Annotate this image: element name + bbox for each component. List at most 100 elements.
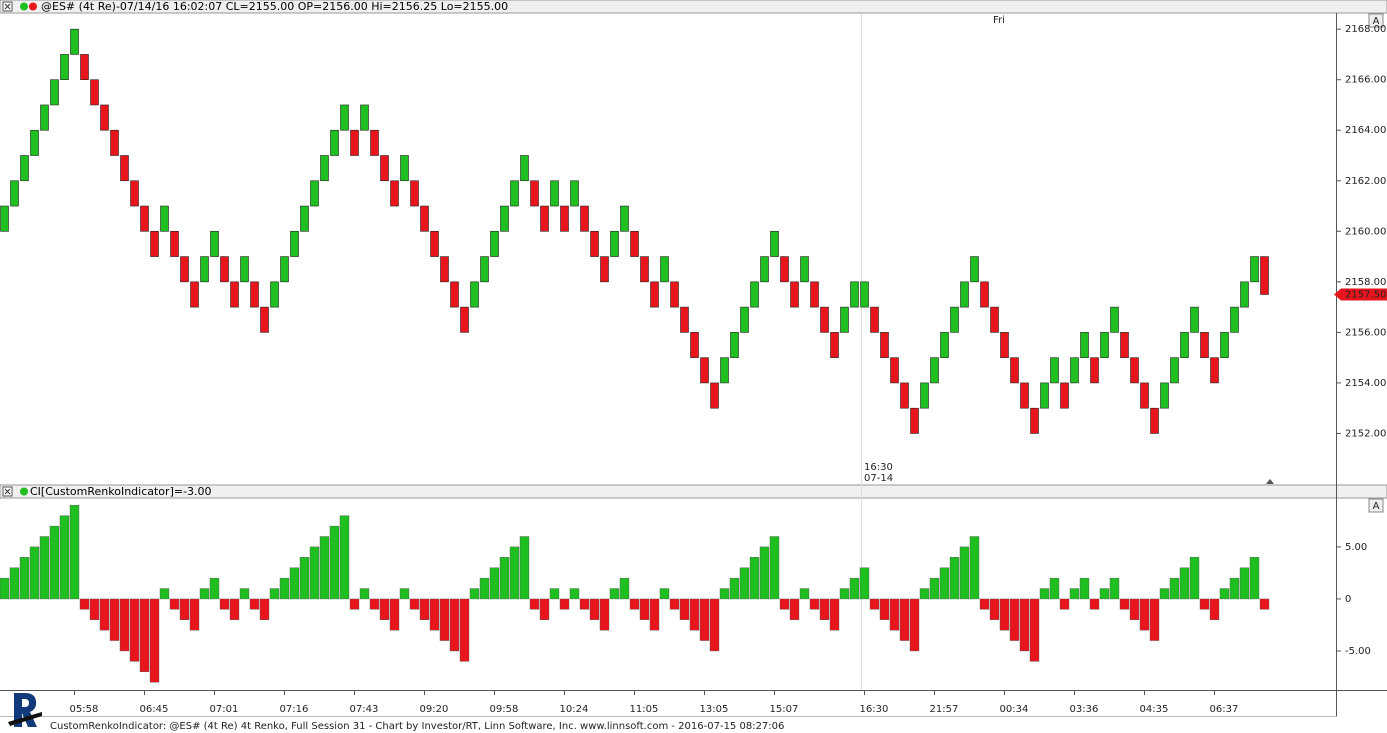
indicator-bar [529,598,540,610]
renko-brick [170,231,179,257]
x-tick-label: 13:05 [700,704,729,715]
indicator-bar [1029,598,1040,662]
logo [8,693,42,727]
renko-brick [750,281,759,308]
indicator-bar [1009,598,1020,641]
renko-brick [1030,407,1039,434]
indicator-bar [449,598,460,652]
renko-brick [90,79,99,106]
indicator-bar [9,567,20,600]
indicator-bar [1119,598,1130,610]
renko-brick [1110,306,1119,333]
y-tick-label: 2166.00 [1345,75,1386,86]
indicator-bar [1049,577,1060,600]
autoscale-button[interactable] [1368,13,1384,28]
indicator-bar [209,577,220,600]
renko-brick [140,205,149,232]
renko-brick [0,205,9,232]
renko-brick [870,306,879,333]
renko-brick [570,180,579,207]
indicator-bar [1079,577,1090,600]
indicator-bar [0,577,10,600]
indicator-bar [619,577,630,600]
renko-brick [930,357,939,384]
indicator-bar [679,598,690,620]
indicator-bar [609,588,620,600]
renko-brick [160,205,169,232]
price-title: @ES# (4t Re)-07/14/16 16:02:07 CL=2155.0… [41,0,508,13]
indicator-bar [189,598,200,631]
footer-text: CustomRenkoIndicator: @ES# (4t Re) 4t Re… [50,721,784,732]
renko-brick [1010,357,1019,384]
y-tick-label: 2158.00 [1345,277,1386,288]
indicator-bar [239,588,250,600]
indicator-bar [29,546,40,600]
renko-brick [790,281,799,308]
indicator-bar [999,598,1010,631]
renko-brick [500,205,509,232]
renko-brick [1230,306,1239,333]
y-tick-label: 2162.00 [1345,176,1386,187]
autoscale-button[interactable] [1368,498,1384,513]
indicator-bar [749,557,760,600]
renko-brick [80,54,89,80]
renko-brick [840,306,849,333]
indicator-bar [369,598,380,610]
renko-brick [1220,332,1229,358]
y-tick-label: -5.00 [1345,646,1371,657]
indicator-bar [1229,577,1240,600]
indicator-bar [149,598,160,683]
renko-brick [530,180,539,207]
renko-brick [490,231,499,257]
indicator-bar [39,536,50,600]
indicator-bar [589,598,600,620]
indicator-bar [229,598,240,620]
indicator-bar [389,598,400,631]
renko-brick [450,281,459,308]
close-icon [4,488,11,495]
renko-brick [970,256,979,283]
renko-brick [120,155,129,182]
renko-brick [1130,357,1139,384]
renko-brick [580,205,589,232]
renko-brick [890,357,899,384]
renko-brick [230,281,239,308]
renko-brick [1260,256,1269,295]
renko-brick [280,256,289,283]
renko-brick [650,281,659,308]
indicator-bar [1099,588,1110,600]
indicator-bar [889,598,900,631]
renko-brick [690,332,699,358]
renko-brick [370,129,379,156]
last-price-label: 2157.50 [1345,289,1386,300]
indicator-bar [829,598,840,631]
indicator-bar [419,598,430,620]
renko-brick [610,231,619,257]
indicator-bar [959,546,970,600]
indicator-bar [59,515,70,600]
indicator-header [0,484,1387,499]
indicator-bar [159,588,170,600]
renko-brick [670,281,679,308]
indicator-bar [559,598,570,610]
indicator-bar [799,588,810,600]
indicator-bar [729,577,740,600]
status-dot [20,487,28,496]
status-dot [29,2,37,11]
indicator-bar [809,598,820,610]
x-tick-label: 07:43 [350,704,379,715]
indicator-bar [629,598,640,610]
renko-brick [1190,306,1199,333]
indicator-bar [939,567,950,600]
indicator-bar [199,588,210,600]
indicator-bar [309,546,320,600]
renko-brick [1240,281,1249,308]
renko-brick [1000,332,1009,358]
renko-brick [1200,332,1209,358]
renko-brick [940,332,949,358]
renko-brick [390,180,399,207]
indicator-bar [509,546,520,600]
renko-brick [740,306,749,333]
renko-brick [420,205,429,232]
renko-brick [1070,357,1079,384]
